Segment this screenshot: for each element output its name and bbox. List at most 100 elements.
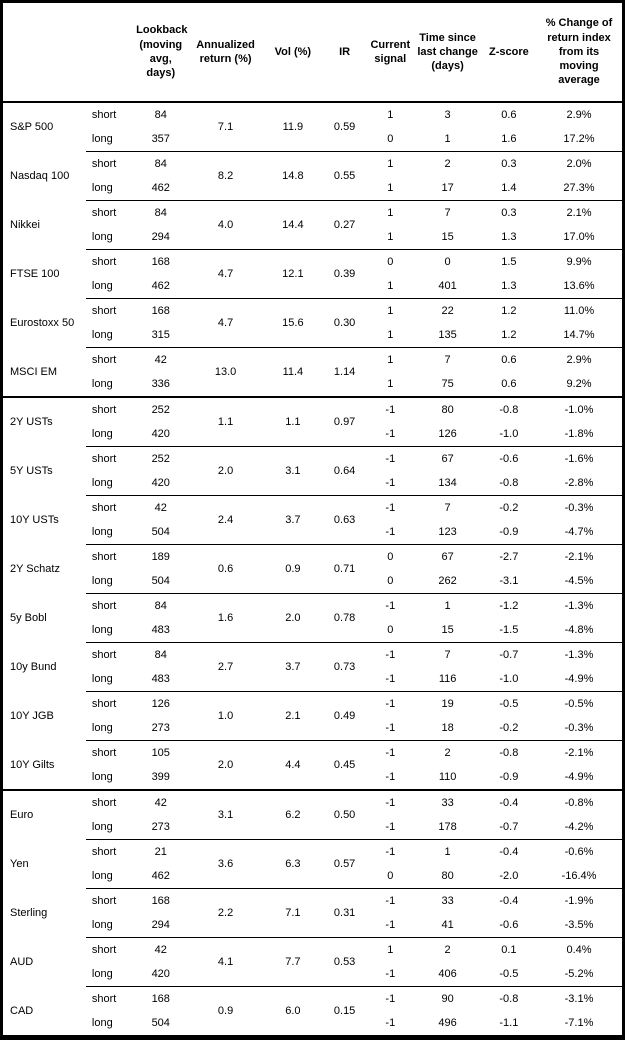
zscore-cell: -1.0 [481, 667, 536, 692]
time-since-change-cell: 135 [413, 323, 482, 348]
lookback-cell: 42 [134, 495, 188, 520]
time-since-change-cell: 67 [413, 544, 482, 569]
time-since-change-cell: 33 [413, 888, 482, 913]
zscore-cell: -2.0 [481, 864, 536, 889]
current-signal-cell: -1 [367, 986, 414, 1011]
horizon-cell: long [85, 815, 135, 840]
ir-cell: 0.64 [322, 446, 368, 496]
horizon-cell: short [85, 789, 135, 815]
time-since-change-cell: 262 [413, 569, 482, 594]
current-signal-cell: -1 [367, 962, 414, 987]
pct-change-cell: -2.1% [536, 544, 624, 569]
annualized-return-cell: 2.0 [187, 446, 264, 496]
pct-change-cell: -4.8% [536, 618, 624, 643]
zscore-cell: -0.8 [481, 471, 536, 496]
time-since-change-cell: 0 [413, 249, 482, 274]
time-since-change-cell: 80 [413, 396, 482, 422]
col-header-zscore: Z-score [481, 1, 536, 103]
pct-change-cell: -0.8% [536, 789, 624, 815]
ir-cell: 0.71 [322, 544, 368, 594]
corner-cell [1, 1, 135, 103]
current-signal-cell: -1 [367, 815, 414, 840]
annualized-return-cell: 7.1 [187, 102, 264, 152]
lookback-cell: 84 [134, 200, 188, 225]
pct-change-cell: -0.6% [536, 839, 624, 864]
horizon-cell: short [85, 986, 135, 1011]
table-row: 2Y Schatz short 189 0.6 0.9 0.71 0 67 -2.7 -2.1% [1, 544, 624, 594]
horizon-cell: short [85, 642, 135, 667]
time-since-change-cell: 1 [413, 593, 482, 618]
current-signal-cell: -1 [367, 913, 414, 938]
vol-cell: 3.7 [263, 642, 322, 692]
lookback-cell: 42 [134, 937, 188, 962]
asset-name-cell: CAD [1, 986, 86, 1038]
horizon-cell: short [85, 691, 135, 716]
pct-change-cell: -4.5% [536, 569, 624, 594]
time-since-change-cell: 401 [413, 274, 482, 299]
zscore-cell: -1.0 [481, 422, 536, 447]
current-signal-cell: 1 [367, 151, 414, 176]
asset-name-cell: Euro [1, 789, 86, 840]
pct-change-cell: 27.3% [536, 176, 624, 201]
current-signal-cell: -1 [367, 1011, 414, 1038]
zscore-cell: 0.6 [481, 102, 536, 127]
zscore-cell: -0.4 [481, 839, 536, 864]
time-since-change-cell: 126 [413, 422, 482, 447]
asset-name-cell: Yen [1, 839, 86, 889]
table-row: S&P 500 short 84 7.1 11.9 0.59 1 3 0.6 2.9% [1, 102, 624, 152]
horizon-cell: short [85, 495, 135, 520]
table-row: long 357 0 1 1.6 17.2% [2, 127, 624, 152]
pct-change-cell: 11.0% [536, 298, 624, 323]
horizon-cell: long [85, 962, 135, 987]
pct-change-cell: -1.9% [536, 888, 624, 913]
annualized-return-cell: 2.4 [187, 495, 264, 545]
table-row: Sterling short 168 2.2 7.1 0.31 -1 33 -0.4 -1.9% [1, 888, 624, 938]
time-since-change-cell: 15 [413, 225, 482, 250]
pct-change-cell: -4.9% [536, 667, 624, 692]
time-since-change-cell: 75 [413, 372, 482, 397]
asset-name-cell: 10Y Gilts [1, 740, 86, 790]
annualized-return-cell: 1.1 [187, 396, 264, 447]
lookback-cell: 105 [134, 740, 188, 765]
current-signal-cell: -1 [367, 471, 414, 496]
pct-change-cell: 2.1% [536, 200, 624, 225]
table-row: FTSE 100 short 168 4.7 12.1 0.39 0 0 1.5 9.9% [1, 249, 624, 299]
table-row: long 504 0 262 -3.1 -4.5% [2, 569, 624, 594]
pct-change-cell: -3.1% [536, 986, 624, 1011]
horizon-cell: short [85, 593, 135, 618]
vol-cell: 0.9 [263, 544, 322, 594]
zscore-cell: -3.1 [481, 569, 536, 594]
ir-cell: 0.55 [322, 151, 368, 201]
horizon-cell: short [85, 446, 135, 471]
table-row: long 420 -1 134 -0.8 -2.8% [2, 471, 624, 496]
time-since-change-cell: 18 [413, 716, 482, 741]
current-signal-cell: -1 [367, 716, 414, 741]
current-signal-cell: -1 [367, 495, 414, 520]
horizon-cell: short [85, 937, 135, 962]
lookback-cell: 168 [134, 986, 188, 1011]
time-since-change-cell: 90 [413, 986, 482, 1011]
time-since-change-cell: 19 [413, 691, 482, 716]
time-since-change-cell: 17 [413, 176, 482, 201]
vol-cell: 3.7 [263, 495, 322, 545]
time-since-change-cell: 1 [413, 127, 482, 152]
pct-change-cell: -0.3% [536, 495, 624, 520]
asset-name-cell: 10Y JGB [1, 691, 86, 741]
table-row: Nasdaq 100 short 84 8.2 14.8 0.55 1 2 0.3 2.0% [1, 151, 624, 201]
current-signal-cell: -1 [367, 446, 414, 471]
zscore-cell: -0.7 [481, 642, 536, 667]
horizon-cell: long [85, 569, 135, 594]
current-signal-cell: 1 [367, 176, 414, 201]
pct-change-cell: 14.7% [536, 323, 624, 348]
table-row: long 504 -1 123 -0.9 -4.7% [2, 520, 624, 545]
ir-cell: 0.53 [322, 937, 368, 987]
pct-change-cell: 13.6% [536, 274, 624, 299]
time-since-change-cell: 134 [413, 471, 482, 496]
table-row: MSCI EM short 42 13.0 11.4 1.14 1 7 0.6 2.9% [1, 347, 624, 397]
time-since-change-cell: 15 [413, 618, 482, 643]
annualized-return-cell: 4.1 [187, 937, 264, 987]
time-since-change-cell: 2 [413, 937, 482, 962]
time-since-change-cell: 22 [413, 298, 482, 323]
zscore-cell: -0.8 [481, 986, 536, 1011]
